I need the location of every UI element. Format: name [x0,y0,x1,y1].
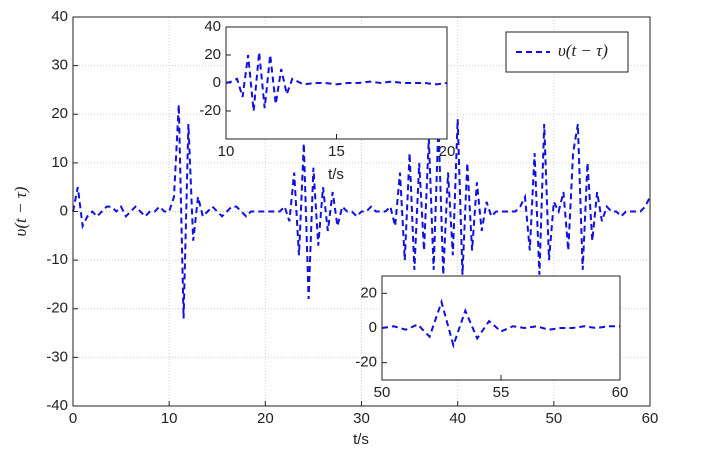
x-tick-label: 50 [545,410,562,427]
inset-chart: 50 55 60 -20 0 20 [355,275,629,401]
y-tick-label: 20 [51,105,68,122]
y-tick-label: 40 [204,18,221,35]
x-axis-label: t/s [353,431,369,448]
plot-area [382,276,620,380]
x-tick-label: 15 [328,143,345,160]
y-tick-label: 20 [360,284,377,301]
y-tick-label: 0 [213,74,221,91]
x-tick-label: 60 [612,384,629,401]
x-tick-label: 50 [374,384,391,401]
x-tick-label: 10 [218,143,235,160]
x-tick-label: 55 [493,384,510,401]
y-tick-label: -10 [46,251,68,268]
plot-frame [381,275,621,381]
legend-label: υ(t − τ) [558,41,608,60]
x-tick-label: 0 [69,410,77,427]
data-line [225,52,448,112]
data-line [381,298,620,349]
x-axis-label: t/s [328,166,344,183]
plot-frame [72,16,651,407]
y-tick-label: -30 [46,348,68,365]
y-tick-label: 30 [51,57,68,74]
x-tick-label: 30 [353,410,370,427]
y-tick-label: -40 [46,397,68,414]
y-tick-label: 0 [369,319,377,336]
x-tick-label: 40 [449,410,466,427]
inset-chart: 10 15 20 -20 0 20 40 t/s [199,18,455,183]
y-tick-label: 20 [204,46,221,63]
y-tick-label: 40 [51,8,68,25]
y-tick-label: -20 [355,354,377,371]
y-tick-label: -20 [199,102,221,119]
plot-frame [225,26,448,140]
y-tick-label: 0 [60,202,68,219]
y-tick-label: 10 [51,154,68,171]
x-tick-label: 10 [161,410,178,427]
x-tick-label: 60 [642,410,659,427]
y-tick-label: -20 [46,300,68,317]
y-axis-label: υ(t − τ) [11,186,30,236]
x-tick-label: 20 [257,410,274,427]
data-line [72,104,651,319]
x-tick-label: 20 [439,143,456,160]
plot-area [226,27,447,139]
